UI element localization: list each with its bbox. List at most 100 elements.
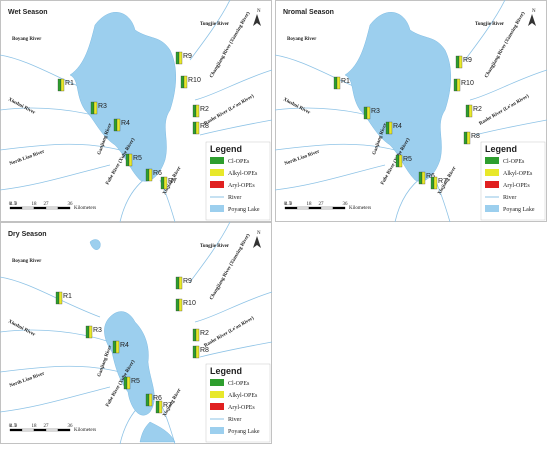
legend-swatch	[485, 157, 499, 164]
site-bar-alkyl	[88, 325, 93, 339]
scale-label: 4.5	[10, 424, 17, 429]
site-bar-cl	[57, 78, 62, 92]
site-label: R5	[131, 378, 140, 385]
legend-swatch	[210, 427, 224, 434]
river-label: Tongjie River	[200, 244, 230, 249]
site-label: R6	[153, 395, 162, 402]
north-label: N	[257, 9, 261, 14]
legend-label: Alkyl-OPEs	[503, 171, 533, 177]
site-bar-cl	[55, 291, 60, 305]
site-label: R3	[371, 108, 380, 115]
site-bar-alkyl	[195, 104, 200, 118]
site-label: R6	[153, 170, 162, 177]
site-label: R1	[65, 80, 74, 87]
site-bar-cl	[145, 393, 150, 407]
legend-swatch	[210, 205, 224, 212]
scale-segment	[21, 428, 35, 432]
site-bar-alkyl	[93, 101, 98, 115]
site-bar-alkyl	[148, 393, 153, 407]
site-bar-alkyl	[195, 328, 200, 342]
legend-label: Poyang Lake	[228, 429, 260, 435]
site-bar-alkyl	[433, 176, 438, 190]
scale-label: 18	[32, 202, 38, 207]
river-label: Boyang River	[12, 259, 42, 264]
site-bar-cl	[192, 328, 197, 342]
site-label: R8	[200, 347, 209, 354]
scale-label: 18	[32, 424, 38, 429]
scale-label: 36	[343, 202, 349, 207]
north-arrow	[253, 14, 261, 26]
site-bar-cl	[192, 104, 197, 118]
site-bar-cl	[175, 298, 180, 312]
river-line	[194, 291, 273, 323]
site-label: R1	[63, 293, 72, 300]
site-label: R6	[426, 173, 435, 180]
site-bar-cl	[113, 118, 118, 132]
site-bar-alkyl	[148, 168, 153, 182]
site-label: R7	[438, 178, 447, 185]
scale-segment	[9, 206, 23, 210]
legend-label: Poyang Lake	[503, 207, 535, 213]
site-bar-alkyl	[336, 76, 341, 90]
scale-unit: Kilometers	[74, 428, 96, 433]
site-bar-alkyl	[60, 78, 65, 92]
site-bar-cl	[455, 55, 460, 69]
legend-swatch	[210, 403, 224, 410]
legend-label: Poyang Lake	[228, 207, 260, 213]
site-bar-cl	[463, 131, 468, 145]
scale-segment	[33, 428, 47, 432]
legend-swatch	[210, 181, 224, 188]
lake	[69, 12, 176, 182]
site-bar-alkyl	[466, 131, 471, 145]
site-bar-alkyl	[456, 78, 461, 92]
site-label: R9	[463, 57, 472, 64]
scale-unit: Kilometers	[349, 206, 371, 211]
site-label: R3	[98, 103, 107, 110]
scale-segment	[21, 206, 35, 210]
site-bar-cl	[453, 78, 458, 92]
site-bar-alkyl	[163, 176, 168, 190]
site-bar-alkyl	[195, 345, 200, 359]
site-bar-alkyl	[398, 154, 403, 168]
site-label: R2	[200, 330, 209, 337]
river-line	[274, 143, 396, 151]
river-label: Tongjie River	[475, 22, 505, 27]
scale-label: 27	[44, 424, 50, 429]
legend-swatch	[210, 157, 224, 164]
scale-segment	[284, 206, 298, 210]
legend-swatch	[485, 181, 499, 188]
legend-label: Cl-OPEs	[228, 381, 250, 387]
river-label: Boyang River	[287, 37, 317, 42]
site-label: R9	[183, 278, 192, 285]
legend-label: River	[503, 195, 516, 201]
site-bar-cl	[192, 121, 197, 135]
site-bar-cl	[333, 76, 338, 90]
site-bar-cl	[175, 51, 180, 65]
site-bar-cl	[180, 75, 185, 89]
site-bar-cl	[175, 276, 180, 290]
legend-title: Legend	[210, 366, 242, 376]
site-bar-alkyl	[128, 153, 133, 167]
site-bar-cl	[85, 325, 90, 339]
site-bar-cl	[112, 340, 117, 354]
legend-label: Aryl-OPEs	[228, 183, 255, 189]
north-label: N	[257, 231, 261, 236]
site-label: R3	[93, 327, 102, 334]
river-line	[199, 119, 273, 136]
river-label: Tongjie River	[200, 22, 230, 27]
site-bar-alkyl	[158, 400, 163, 414]
site-bar-cl	[363, 106, 368, 120]
site-label: R8	[200, 123, 209, 130]
river-label: Boyang River	[12, 37, 42, 42]
site-bar-cl	[125, 153, 130, 167]
scale-segment	[45, 428, 59, 432]
river-line	[0, 276, 101, 318]
site-label: R5	[403, 156, 412, 163]
site-bar-alkyl	[468, 104, 473, 118]
site-bar-cl	[465, 104, 470, 118]
legend-label: River	[228, 417, 241, 423]
legend-label: Alkyl-OPEs	[228, 171, 258, 177]
scale-segment	[33, 206, 47, 210]
lake	[344, 12, 451, 182]
scale-segment	[9, 428, 23, 432]
